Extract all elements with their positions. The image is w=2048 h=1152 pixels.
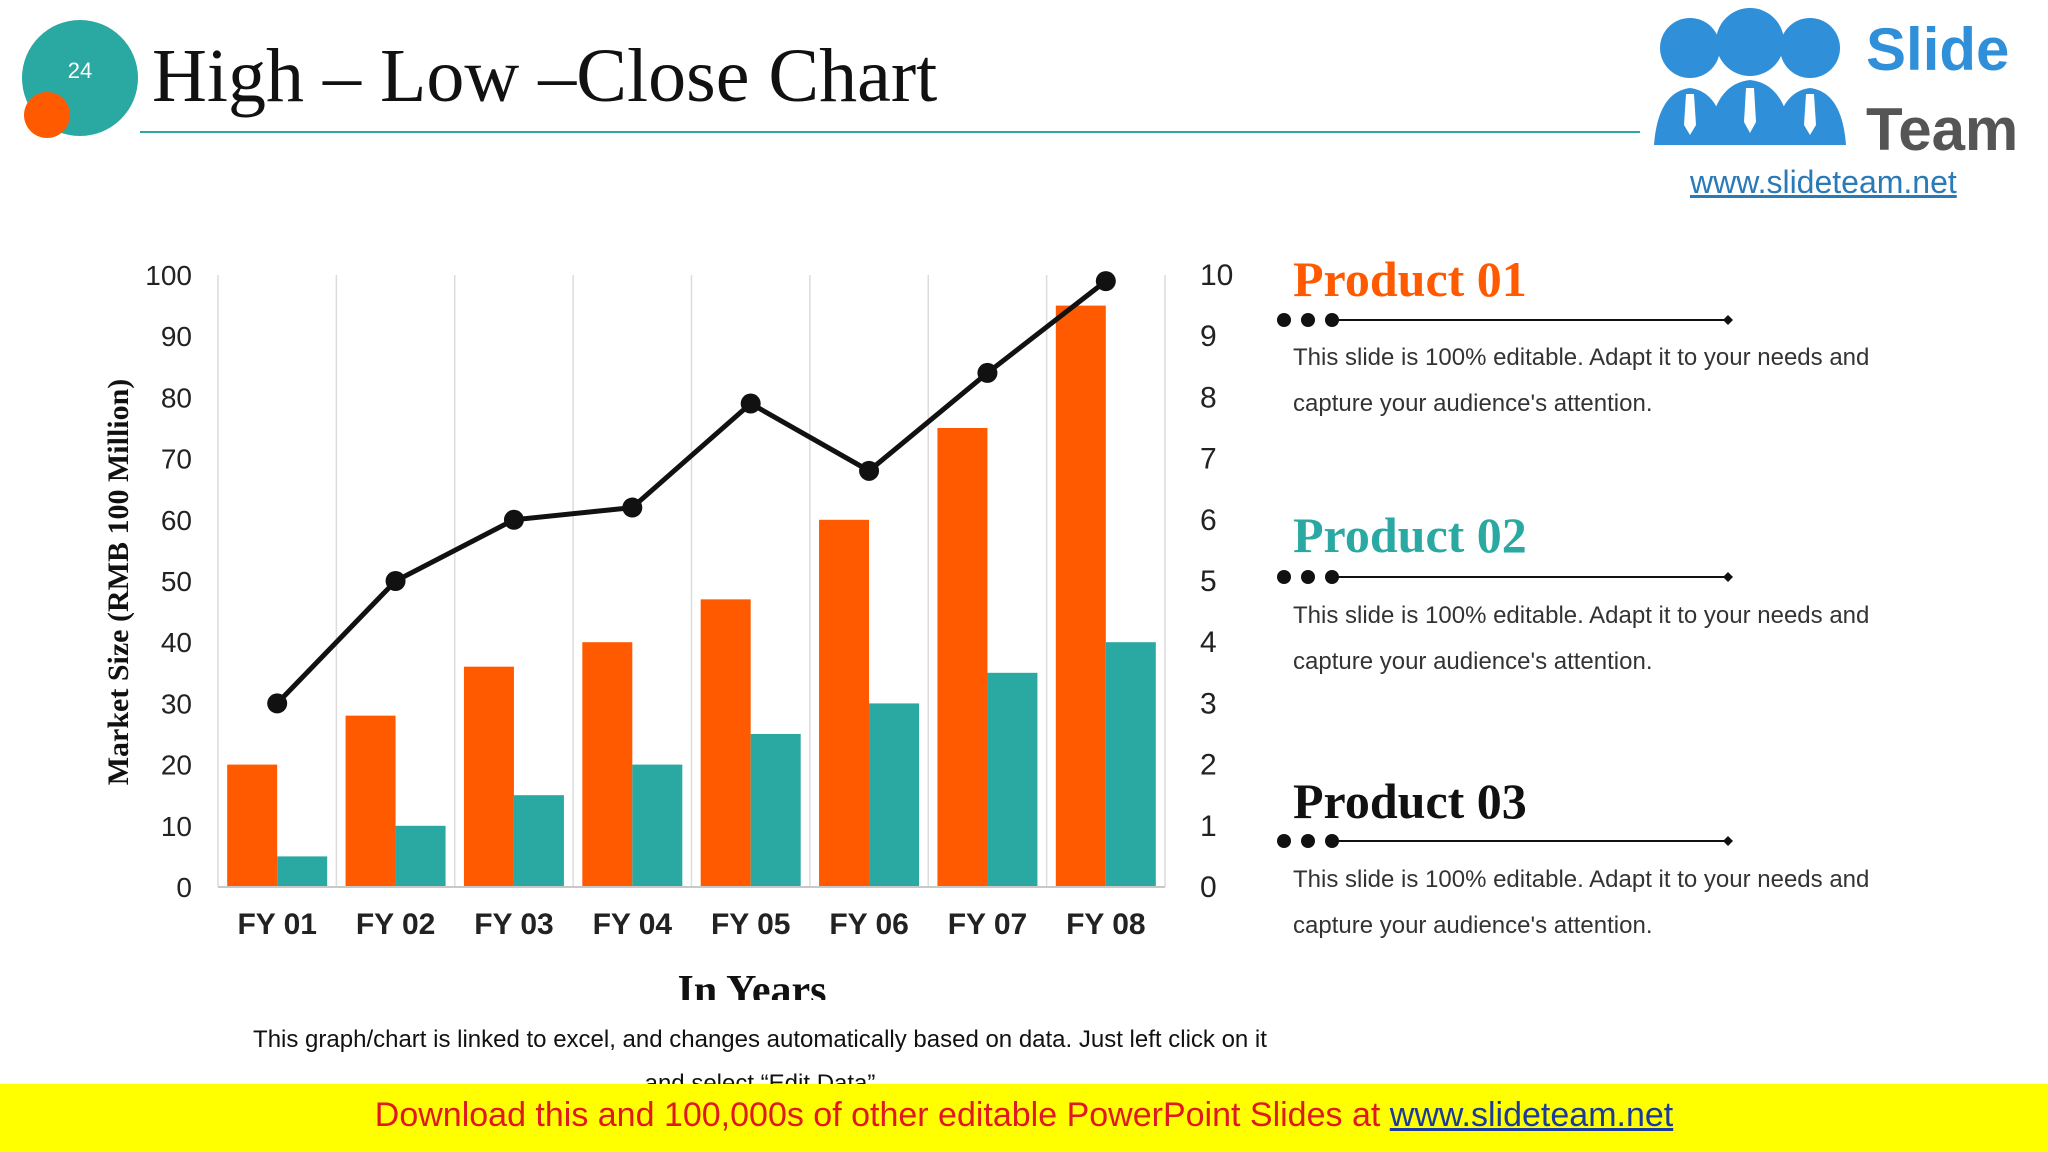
- logo-url[interactable]: www.slideteam.net: [1690, 164, 1957, 200]
- line-point-fy08: [1095, 271, 1116, 292]
- chart-gridlines: [217, 275, 1166, 887]
- bar-series1-fy06: [819, 519, 870, 887]
- logo: Slide Team www.slideteam.net: [1640, 0, 2048, 200]
- y2-tick-label: 1: [1200, 810, 1217, 843]
- y-tick-label: 40: [161, 627, 192, 658]
- bar-series1-fy04: [582, 642, 633, 887]
- line-point-fy01: [267, 693, 288, 714]
- x-tick-label: FY 07: [948, 908, 1028, 941]
- bar-series2-fy07: [987, 672, 1038, 887]
- y2-tick-label: 0: [1200, 871, 1217, 904]
- banner-text: Download this and 100,000s of other edit…: [374, 1096, 1390, 1134]
- bar-series2-fy01: [277, 856, 328, 887]
- product-03-description: This slide is 100% editable. Adapt it to…: [1293, 866, 1870, 939]
- footer-note: This graph/chart is linked to excel, and…: [253, 1026, 1267, 1088]
- y-tick-label: 100: [145, 260, 192, 291]
- line-series-path: [275, 279, 1108, 706]
- x-tick-label: FY 04: [593, 908, 673, 941]
- y2-tick-label: 6: [1200, 504, 1217, 537]
- chart-bars: [227, 305, 1156, 888]
- product-03-connector-icon: [1277, 834, 1733, 848]
- bar-series2-fy03: [513, 795, 564, 887]
- x-tick-label: FY 03: [474, 908, 554, 941]
- y-tick-label: 30: [161, 688, 192, 719]
- bar-series1-fy03: [463, 666, 514, 887]
- y-tick-label: 20: [161, 750, 192, 781]
- product-01-description: This slide is 100% editable. Adapt it to…: [1293, 344, 1870, 417]
- bar-series1-fy08: [1055, 305, 1106, 888]
- download-banner: Download this and 100,000s of other edit…: [0, 1084, 2048, 1152]
- x-tick-label: FY 08: [1066, 908, 1146, 941]
- people-icon: Slide Team: [1654, 8, 2018, 163]
- line-point-fy02: [385, 571, 406, 591]
- title-underline: [140, 131, 1640, 133]
- y-axis-label: Market Size (RMB 100 Million): [102, 379, 135, 786]
- y-tick-label: 70: [161, 444, 192, 475]
- logo-word-slide: Slide: [1866, 16, 2009, 83]
- y2-tick-label: 2: [1200, 749, 1217, 782]
- x-tick-label: FY 05: [711, 908, 791, 941]
- bar-series2-fy02: [395, 825, 446, 887]
- line-point-fy06: [859, 460, 880, 481]
- bar-series2-fy08: [1105, 642, 1156, 887]
- page-title: High – Low –Close Chart: [152, 34, 938, 118]
- y2-tick-label: 5: [1200, 565, 1217, 598]
- y2-tick-label: 7: [1200, 443, 1217, 476]
- y2-tick-label: 4: [1200, 626, 1217, 659]
- bar-series1-fy05: [700, 599, 751, 887]
- bar-series1-fy02: [345, 715, 396, 887]
- y2-tick-label: 10: [1200, 259, 1233, 292]
- product-01-connector-icon: [1277, 313, 1733, 327]
- chart-axes: 0 10 20 30 40 50 60 70 80 90 100 0 1 2 3 4 5 6 7 8 9 10 FY 01 F…: [145, 259, 1233, 941]
- product-03-title: Product 03: [1293, 773, 1527, 829]
- y-tick-label: 80: [161, 382, 192, 413]
- chart-line-series: [267, 271, 1116, 714]
- banner-link[interactable]: www.slideteam.net: [1389, 1096, 1674, 1134]
- x-tick-label: FY 01: [237, 908, 317, 941]
- y-tick-label: 10: [161, 811, 192, 842]
- bar-series1-fy07: [937, 428, 988, 887]
- product-02-connector-icon: [1277, 570, 1733, 584]
- x-tick-label: FY 02: [356, 908, 436, 941]
- bar-series2-fy05: [750, 734, 801, 887]
- y-tick-label: 50: [161, 566, 192, 597]
- chart: 0 10 20 30 40 50 60 70 80 90 100 0 1 2 3 4 5 6 7 8 9 10 FY 01 F…: [102, 259, 1233, 1000]
- line-point-fy03: [503, 509, 524, 530]
- bar-series1-fy01: [227, 764, 278, 887]
- y-tick-label: 90: [161, 321, 192, 352]
- product-01-title: Product 01: [1293, 251, 1527, 307]
- bar-series2-fy04: [632, 764, 683, 887]
- x-axis-label: In Years: [678, 968, 827, 1000]
- line-point-fy05: [740, 393, 761, 414]
- decorative-dot: [24, 92, 70, 138]
- y2-tick-label: 9: [1200, 320, 1217, 353]
- y2-tick-label: 3: [1200, 687, 1217, 720]
- product-02-title: Product 02: [1293, 507, 1527, 563]
- x-tick-label: FY 06: [829, 908, 909, 941]
- logo-word-team: Team: [1866, 96, 2018, 160]
- line-point-fy04: [622, 497, 643, 518]
- slide-number: 24: [67, 58, 93, 83]
- line-point-fy07: [977, 362, 998, 383]
- product-02-description: This slide is 100% editable. Adapt it to…: [1293, 602, 1870, 675]
- y-tick-label: 60: [161, 505, 192, 536]
- y-tick-label: 0: [176, 872, 192, 903]
- y2-tick-label: 8: [1200, 381, 1217, 414]
- bar-series2-fy06: [869, 703, 920, 887]
